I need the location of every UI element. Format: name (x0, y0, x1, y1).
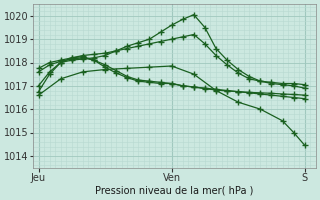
X-axis label: Pression niveau de la mer( hPa ): Pression niveau de la mer( hPa ) (95, 186, 253, 196)
